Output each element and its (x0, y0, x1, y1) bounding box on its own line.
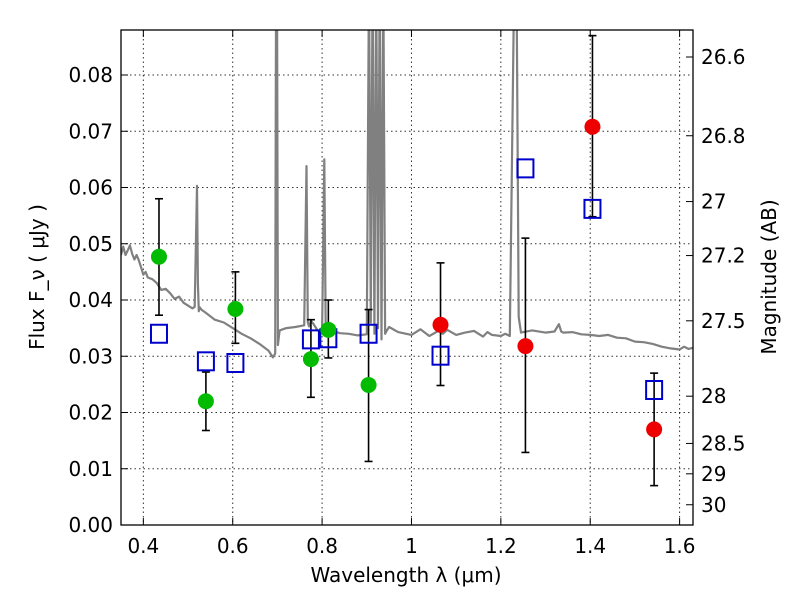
model-photometry-marker (149, 323, 168, 344)
y-tick-label: 0.05 (68, 232, 113, 256)
magnitude-tick-label: 27.2 (701, 244, 746, 268)
model-spectrum-line (121, 30, 693, 359)
model-photometry-marker (431, 345, 450, 366)
markers-layer (149, 118, 664, 438)
model-photometry-marker (196, 351, 215, 372)
magnitude-tick-label: 27.5 (701, 309, 746, 333)
y-tick-label: 0.08 (68, 63, 113, 87)
magnitude-tick-label: 30 (701, 493, 726, 517)
magnitude-tick-label: 27 (701, 190, 726, 214)
x-tick-label: 0.6 (217, 534, 249, 558)
magnitude-tick-label: 28.5 (701, 431, 746, 455)
observed-flux-point (150, 248, 167, 265)
y-tick-label: 0.01 (68, 457, 113, 481)
observed-flux-point (646, 421, 663, 438)
model-photometry-marker (516, 158, 535, 179)
x-tick-label: 1.2 (485, 534, 517, 558)
observed-flux-point (432, 316, 449, 333)
magnitude-tick-label: 26.6 (701, 45, 746, 69)
x-tick-label: 0.4 (127, 534, 159, 558)
y-tick-label: 0.07 (68, 119, 113, 143)
y-tick-label: 0.06 (68, 176, 113, 200)
observed-flux-point (584, 118, 601, 135)
model-photometry-marker (359, 323, 378, 344)
observed-flux-point (197, 393, 214, 410)
magnitude-tick-label: 29 (701, 462, 726, 486)
observed-flux-point (360, 376, 377, 393)
axis-ticks (121, 30, 693, 526)
tick-labels: 0.4 0.6 0.8 1 1.2 1.4 1.6 0.00 0.01 0.02 0.03 0.04 0… (68, 45, 745, 558)
grid-lines (121, 30, 693, 526)
observed-flux-point (302, 351, 319, 368)
right-axis-title: Magnitude (AB) (757, 199, 781, 354)
x-tick-label: 1 (405, 534, 418, 558)
y-tick-label: 0.03 (68, 344, 113, 368)
x-tick-label: 1.4 (574, 534, 606, 558)
magnitude-tick-label: 26.8 (701, 124, 746, 148)
y-tick-label: 0.00 (68, 513, 113, 537)
magnitude-tick-label: 28 (701, 384, 726, 408)
plot-frame (120, 29, 694, 526)
model-photometry-marker (645, 380, 664, 400)
x-tick-label: 0.8 (306, 534, 338, 558)
y-axis-title: Flux F_ν ( μJy ) (25, 204, 49, 350)
y-tick-label: 0.02 (68, 401, 113, 425)
observed-flux-point (227, 301, 244, 317)
model-photometry-marker (226, 353, 245, 373)
y-tick-label: 0.04 (68, 288, 113, 312)
observed-flux-point (320, 321, 337, 338)
observed-flux-point (517, 338, 534, 355)
model-photometry-marker (301, 329, 320, 350)
x-axis-title: Wavelength λ (μm) (310, 563, 501, 587)
model-photometry-marker (583, 198, 602, 219)
model-spectrum-layer (121, 30, 693, 359)
x-tick-label: 1.6 (664, 534, 696, 558)
